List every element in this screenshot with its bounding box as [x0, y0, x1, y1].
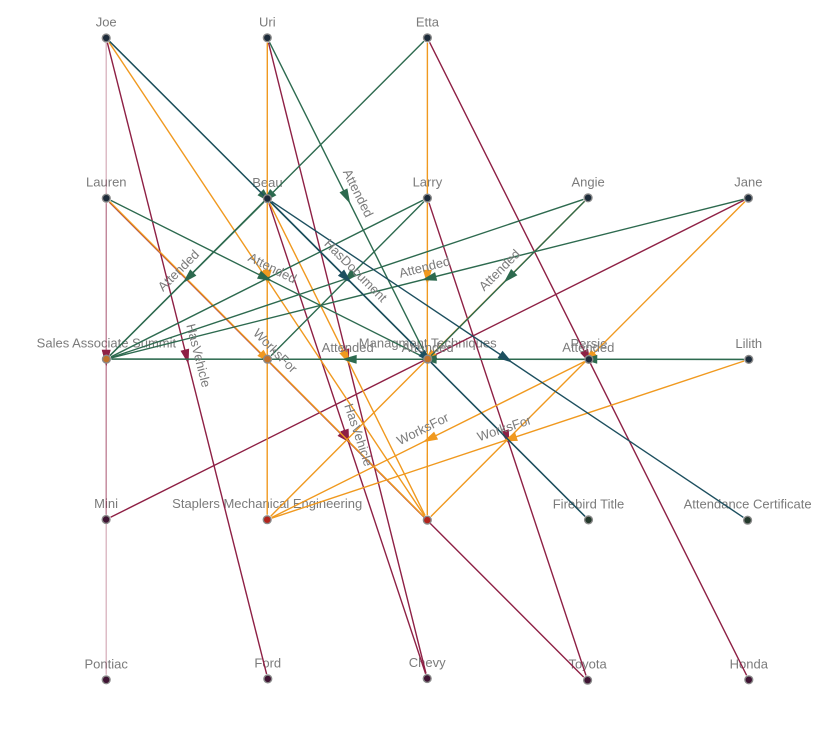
svg-text:Lilith: Lilith: [735, 336, 762, 351]
svg-text:Attended: Attended: [322, 340, 374, 355]
svg-text:Uri: Uri: [259, 14, 276, 29]
svg-text:Attendance Certificate: Attendance Certificate: [684, 497, 812, 512]
svg-text:Firebird Title: Firebird Title: [553, 496, 625, 511]
svg-text:Etta: Etta: [416, 14, 440, 29]
svg-text:Attended: Attended: [402, 340, 454, 355]
svg-text:Ford: Ford: [254, 655, 281, 670]
svg-text:Jane: Jane: [734, 175, 762, 190]
svg-text:Chevy: Chevy: [409, 655, 446, 670]
svg-text:Angie: Angie: [571, 174, 604, 189]
svg-text:Joe: Joe: [96, 15, 117, 30]
svg-text:Honda: Honda: [730, 656, 769, 671]
svg-text:Attended: Attended: [562, 340, 614, 355]
svg-text:Toyota: Toyota: [568, 657, 607, 672]
